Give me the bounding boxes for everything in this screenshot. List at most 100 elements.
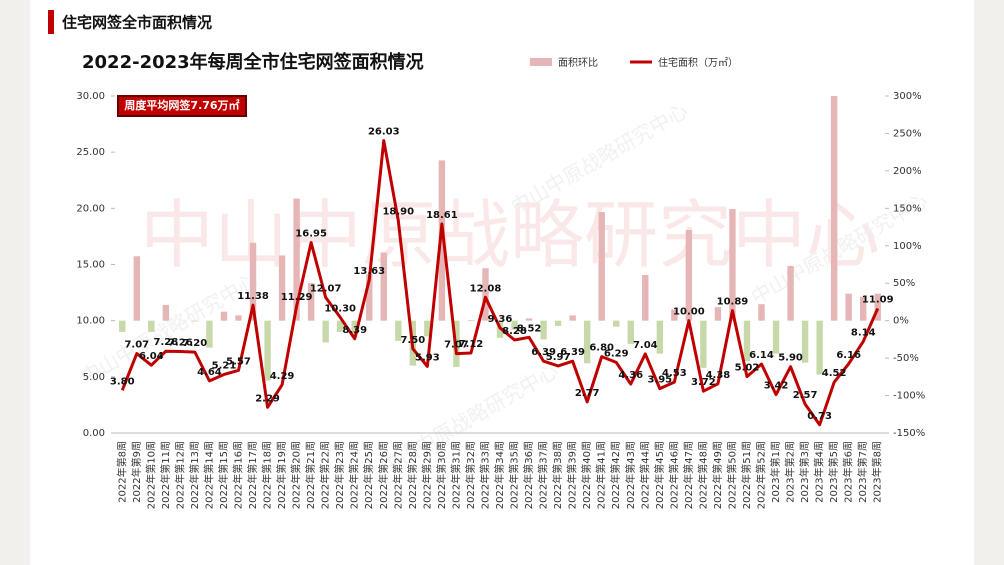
x-tick-label: 2023年第1周: [769, 441, 782, 503]
x-tick-label: 2023年第6周: [842, 441, 855, 503]
data-label: 2.57: [793, 390, 818, 401]
data-label: 2.29: [255, 393, 280, 404]
data-label: 0.73: [807, 411, 832, 422]
data-label: 12.08: [470, 283, 502, 294]
bar: [656, 320, 664, 354]
x-tick-label: 2022年第30周: [435, 441, 448, 509]
data-label: 3.72: [691, 377, 716, 388]
x-tick-label: 2022年第16周: [231, 441, 244, 509]
data-label: 5.21: [212, 360, 237, 371]
x-tick-label: 2022年第18周: [261, 441, 274, 509]
data-label: 4.52: [822, 368, 847, 379]
x-tick-label: 2022年第52周: [755, 441, 768, 509]
x-tick-label: 2022年第21周: [304, 441, 317, 509]
x-tick-label: 2022年第14周: [202, 441, 215, 509]
data-label: 7.26: [168, 337, 193, 348]
x-tick-label: 2022年第15周: [217, 441, 230, 509]
bar: [569, 315, 576, 321]
bar: [351, 320, 358, 335]
data-label: 8.28: [502, 326, 527, 337]
y2-tick-label: 200%: [893, 166, 922, 177]
y2-tick-label: -50%: [893, 353, 919, 364]
bar: [424, 320, 431, 337]
annotation: 周度平均网签7.76万㎡: [124, 98, 239, 112]
bar: [366, 274, 373, 321]
bar: [598, 212, 605, 321]
data-label: 6.39: [531, 347, 556, 358]
y-tick-label: 20.00: [76, 203, 105, 214]
x-tick-label: 2022年第46周: [667, 441, 680, 509]
data-label: 6.14: [749, 350, 774, 361]
bar: [671, 309, 678, 321]
bar: [729, 209, 736, 321]
bar: [583, 320, 591, 364]
x-tick-label: 2022年第12周: [173, 441, 186, 509]
data-label: 7.04: [633, 340, 658, 351]
x-tick-label: 2022年第32周: [464, 441, 477, 509]
bar: [772, 320, 780, 354]
data-label: 8.14: [851, 328, 876, 339]
data-label: 3.42: [764, 381, 789, 392]
x-tick-label: 2022年第33周: [478, 441, 491, 509]
bar: [264, 320, 271, 381]
y-tick-label: 0.00: [83, 428, 105, 439]
bar: [554, 320, 562, 326]
data-label: 7.07: [444, 340, 469, 351]
data-label: 6.29: [604, 348, 629, 359]
y-tick-label: 25.00: [76, 147, 105, 158]
data-label: 7.12: [459, 339, 484, 350]
x-tick-label: 2022年第9周: [130, 441, 143, 503]
x-tick-label: 2023年第2周: [784, 441, 797, 503]
data-label: 4.38: [706, 370, 731, 381]
bar: [830, 96, 838, 321]
bar: [874, 293, 881, 321]
annotation-box: [117, 95, 247, 117]
bar: [162, 304, 170, 321]
data-label: 8.52: [517, 323, 542, 334]
bar: [119, 320, 126, 332]
x-tick-label: 2022年第31周: [449, 441, 462, 509]
data-label: 3.95: [647, 375, 672, 386]
data-label: 4.64: [197, 367, 222, 378]
bar: [525, 318, 533, 321]
data-label: 26.03: [368, 127, 400, 138]
header-title: 住宅网签全市面积情况: [62, 14, 212, 32]
x-tick-label: 2022年第42周: [609, 441, 622, 509]
bar: [191, 320, 199, 322]
y2-tick-label: 100%: [893, 241, 922, 252]
data-label: 5.02: [735, 363, 760, 374]
bar: [336, 320, 344, 332]
x-tick-label: 2022年第44周: [638, 441, 651, 509]
x-tick-label: 2022年第10周: [144, 441, 157, 509]
y2-tick-label: -150%: [893, 428, 925, 439]
data-label: 5.57: [226, 356, 251, 367]
x-tick-label: 2022年第25周: [362, 441, 375, 509]
x-tick-label: 2023年第5周: [827, 441, 840, 503]
bar: [293, 198, 300, 321]
data-label: 7.28: [154, 337, 179, 348]
legend-swatch: [530, 58, 552, 66]
x-tick-label: 2022年第43周: [624, 441, 637, 509]
data-label: 12.07: [310, 283, 342, 294]
data-label: 3.80: [110, 376, 135, 387]
data-label: 4.53: [662, 368, 687, 379]
x-tick-label: 2022年第38周: [551, 441, 564, 509]
bar: [380, 252, 387, 321]
x-tick-label: 2022年第47周: [682, 441, 695, 509]
data-label: 6.80: [589, 343, 614, 354]
data-label: 18.90: [382, 207, 414, 218]
chart-title: 2022-2023年每周全市住宅网签面积情况: [82, 51, 424, 73]
x-tick-label: 2022年第51周: [740, 441, 753, 509]
x-tick-label: 2022年第34周: [493, 441, 506, 509]
bar: [249, 242, 257, 321]
bar: [642, 274, 649, 321]
bar: [322, 320, 329, 343]
x-tick-label: 2022年第28周: [406, 441, 419, 509]
data-label: 7.50: [400, 335, 425, 346]
x-tick-label: 2022年第23周: [333, 441, 346, 509]
data-label: 11.29: [281, 292, 313, 303]
bar: [714, 307, 722, 321]
bar: [511, 320, 518, 330]
x-tick-label: 2023年第4周: [813, 441, 826, 503]
